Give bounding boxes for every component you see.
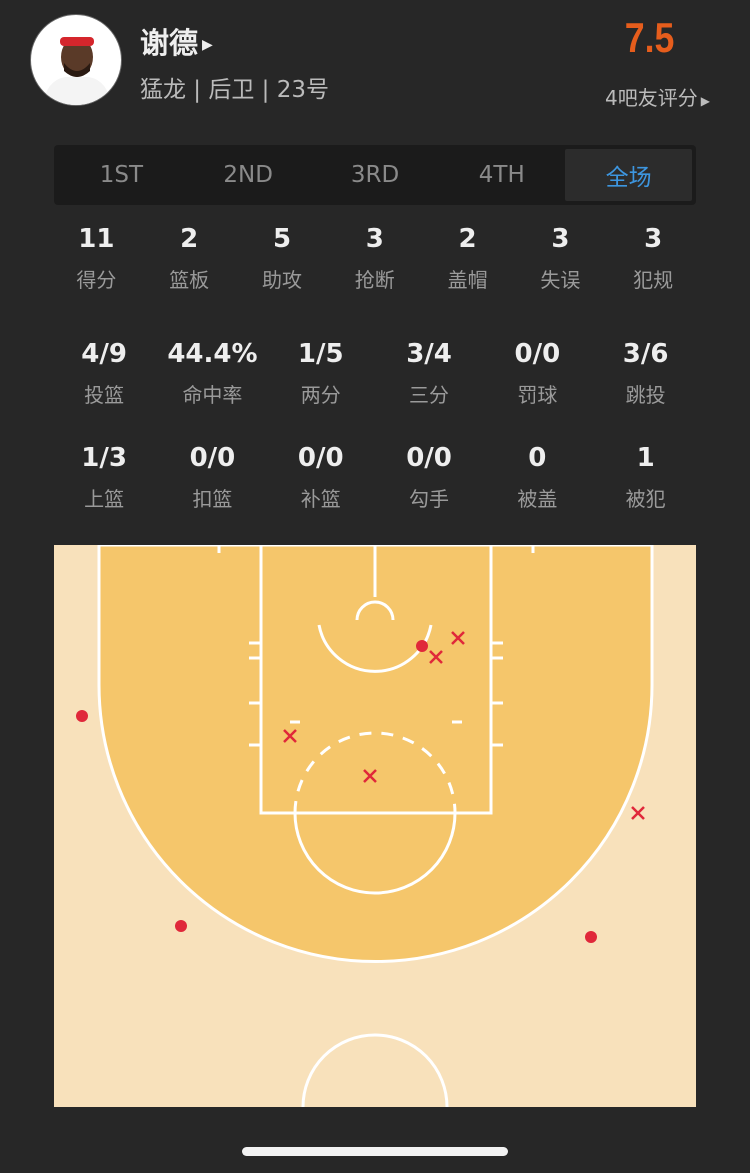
tab-full-game[interactable]: 全场 [565,149,692,201]
stat-shot_types: 0/0 勾手 [375,443,483,512]
player-name[interactable]: 谢德 ▶ [140,26,213,60]
stat-shooting: 3/6 跳投 [591,339,699,408]
stat-summary: 5 助攻 [236,224,329,293]
stat-shot_types: 0/0 扣篮 [158,443,266,512]
stat-value: 4/9 [81,339,127,369]
stat-value: 5 [272,224,292,254]
stat-shooting: 44.4% 命中率 [158,339,266,408]
stat-label: 命中率 [182,383,243,407]
stat-value: 0/0 [189,443,236,473]
stat-value: 3/4 [406,339,452,369]
shooting-stats: 4/9 投篮 44.4% 命中率 1/5 两分 3/4 三分 0/0 罚球 3/6 跳投 [50,339,700,408]
three-point-line [97,545,654,963]
stat-label: 跳投 [625,383,666,407]
stat-shot_types: 0/0 补篮 [267,443,375,512]
summary-stats: 11 得分 2 篮板 5 助攻 3 抢断 2 盖帽 3 失误 3 犯规 [50,224,700,293]
stat-label: 盖帽 [447,268,488,292]
stat-value: 44.4% [167,339,258,369]
stat-label: 三分 [409,383,450,407]
stat-value: 0/0 [406,443,452,473]
stat-label: 助攻 [261,268,302,292]
stat-value: 3 [551,224,570,254]
play-arrow-icon: ▶ [700,94,710,108]
stat-label: 投篮 [84,383,125,407]
stat-label: 篮板 [169,268,210,292]
stat-summary: 3 抢断 [328,224,421,293]
tab-3rd[interactable]: 3RD [350,162,400,188]
made-shot-marker [175,920,187,932]
tab-2nd[interactable]: 2ND [223,162,273,188]
stat-summary: 3 失误 [514,224,607,293]
stat-value: 2 [458,224,477,254]
made-shot-marker [76,710,88,722]
stat-summary: 11 得分 [50,224,143,293]
stat-value: 0/0 [514,339,561,369]
period-tabs: 1ST 2ND 3RD 4TH 全场 [54,145,696,205]
stat-shooting: 4/9 投篮 [50,339,158,408]
tab-1st[interactable]: 1ST [99,162,144,188]
player-avatar[interactable] [30,14,122,106]
stat-value: 2 [180,224,199,254]
player-photo [43,37,111,105]
stat-value: 1/3 [81,443,127,473]
stat-label: 补篮 [300,487,341,511]
missed-shot-marker [451,631,465,645]
stat-label: 上篮 [84,487,125,511]
play-arrow-icon: ▶ [202,37,213,53]
stat-shooting: 0/0 罚球 [483,339,591,408]
stat-label: 抢断 [354,268,395,292]
stat-label: 得分 [76,268,117,292]
stat-summary: 2 盖帽 [421,224,514,293]
missed-shot-marker [429,650,443,664]
stat-label: 被犯 [625,487,666,511]
stat-label: 勾手 [409,487,450,511]
stat-value: 11 [78,224,115,254]
stat-value: 1 [636,443,655,473]
stat-shot_types: 0 被盖 [483,443,591,512]
stat-summary: 2 篮板 [143,224,236,293]
shot-chart [54,545,696,1107]
made-shot-marker [416,640,428,652]
stat-label: 犯规 [633,268,674,292]
stat-value: 1/5 [297,339,344,369]
tab-4th[interactable]: 4TH [478,162,525,188]
stat-shot_types: 1/3 上篮 [50,443,158,512]
stat-value: 0 [528,443,547,473]
stat-shot_types: 1 被犯 [591,443,699,512]
player-rating: 7.5 [624,14,674,61]
shots-layer [76,631,645,943]
raters-link[interactable]: 4吧友评分 ▶ [605,86,710,110]
missed-shot-marker [363,769,377,783]
stat-shooting: 1/5 两分 [267,339,375,408]
missed-shot-marker [631,806,645,820]
stat-label: 被盖 [517,487,558,511]
player-info: 猛龙 | 后卫 | 23号 [140,77,330,103]
stat-label: 两分 [300,383,341,407]
stat-shooting: 3/4 三分 [375,339,483,408]
missed-shot-marker [283,729,297,743]
stat-summary: 3 犯规 [607,224,700,293]
stat-value: 3 [365,224,384,254]
made-shot-marker [585,931,597,943]
stat-value: 3/6 [622,339,669,369]
stat-value: 3 [644,224,663,254]
stat-value: 0/0 [297,443,344,473]
shot-type-stats: 1/3 上篮 0/0 扣篮 0/0 补篮 0/0 勾手 0 被盖 1 被犯 [50,443,700,512]
stat-label: 失误 [540,268,581,292]
stat-label: 扣篮 [192,487,233,511]
home-indicator[interactable] [242,1147,508,1156]
stat-label: 罚球 [517,383,558,407]
